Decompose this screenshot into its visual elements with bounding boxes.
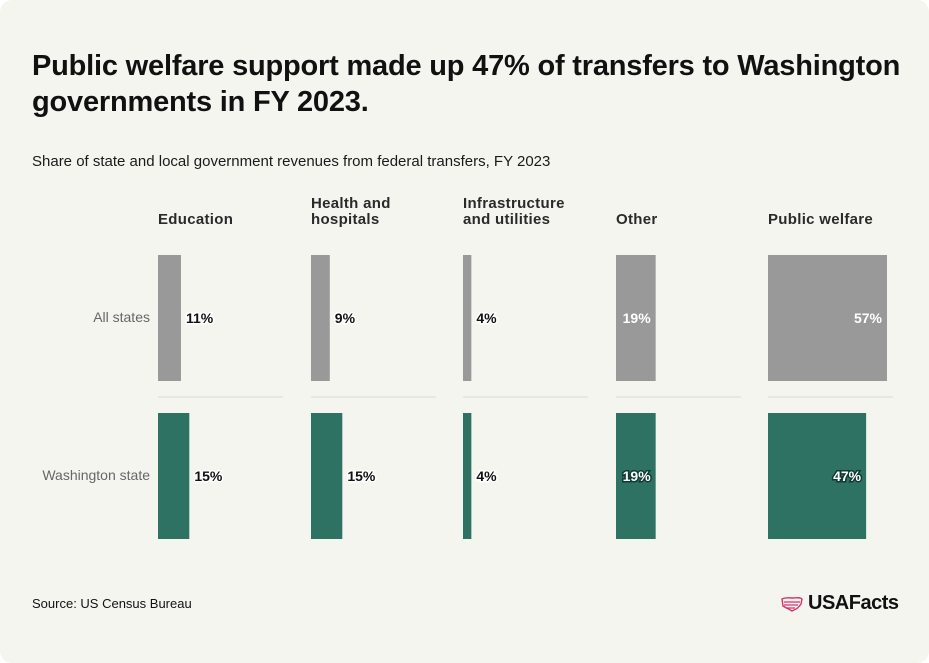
column-header: Education <box>158 211 234 228</box>
data-label: 9% <box>335 310 356 326</box>
bar <box>158 413 190 539</box>
bar <box>463 413 472 539</box>
source-note: Source: US Census Bureau <box>32 596 192 611</box>
row-label: Washington state <box>42 467 150 483</box>
data-label: 19% <box>623 310 652 326</box>
bar <box>616 413 656 539</box>
column-header: Other <box>616 211 658 228</box>
chart-title: Public welfare support made up 47% of tr… <box>32 50 901 118</box>
chart-subtitle: Share of state and local government reve… <box>32 153 551 170</box>
logo-text: USAFacts <box>808 592 899 614</box>
data-label: 47% <box>833 468 862 484</box>
data-label: 11% <box>186 310 214 326</box>
bar <box>768 255 887 381</box>
data-label: 19% <box>623 468 652 484</box>
data-label: 4% <box>476 468 497 484</box>
bar <box>616 255 656 381</box>
bar <box>158 255 181 381</box>
data-label: 15% <box>194 468 223 484</box>
column-header: Health and hospitals <box>311 195 391 228</box>
column-header: Public welfare <box>768 211 874 228</box>
bar <box>768 413 867 539</box>
data-label: 4% <box>476 310 497 326</box>
data-label: 57% <box>854 310 883 326</box>
row-label: All states <box>93 309 150 325</box>
usafacts-logo: USAFacts <box>780 592 899 615</box>
usa-flag-map-icon <box>781 596 803 612</box>
column-header: Infrastructure and utilities <box>463 195 565 228</box>
bar <box>311 255 330 381</box>
bar <box>463 255 472 381</box>
data-label: 15% <box>347 468 376 484</box>
bar <box>311 413 343 539</box>
